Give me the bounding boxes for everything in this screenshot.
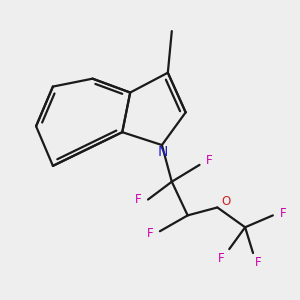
- Text: F: F: [206, 154, 213, 167]
- Text: F: F: [147, 227, 153, 240]
- Text: N: N: [158, 145, 168, 159]
- Text: F: F: [218, 253, 225, 266]
- Text: F: F: [279, 207, 286, 220]
- Text: F: F: [135, 193, 141, 206]
- Text: O: O: [222, 195, 231, 208]
- Text: F: F: [255, 256, 261, 269]
